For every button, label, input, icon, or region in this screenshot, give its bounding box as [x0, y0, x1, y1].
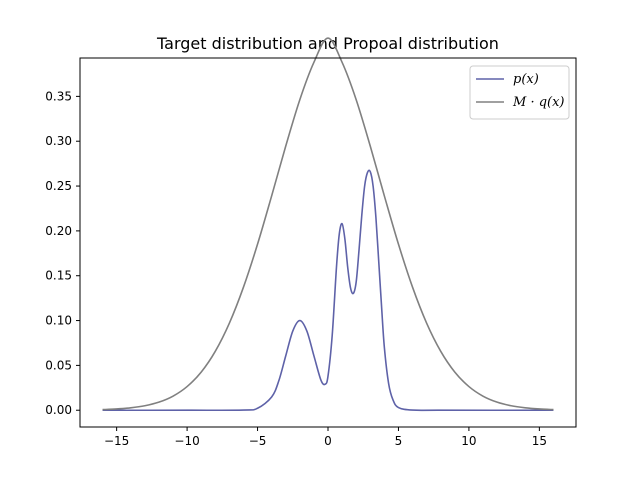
- x-tick-label: 0: [324, 434, 332, 448]
- y-tick-label: 0.30: [45, 134, 72, 148]
- y-tick-label: 0.15: [45, 269, 72, 283]
- y-tick-label: 0.05: [45, 358, 72, 372]
- chart-title: Target distribution and Propoal distribu…: [156, 34, 499, 53]
- legend-label: p(x): [513, 72, 539, 87]
- y-axis: 0.00 0.05 0.10 0.15 0.20 0.25 0.30 0.35: [45, 89, 80, 417]
- legend-label: M · q(x): [512, 95, 565, 110]
- x-tick-label: 15: [532, 434, 547, 448]
- y-tick-label: 0.20: [45, 224, 72, 238]
- series-layer: [102, 37, 554, 412]
- x-axis: −15 −10 −5 0 5 10 15: [104, 427, 547, 448]
- x-tick-label: 10: [461, 434, 476, 448]
- y-tick-label: 0.35: [45, 89, 72, 103]
- y-tick-label: 0.00: [45, 403, 72, 417]
- y-tick-label: 0.10: [45, 314, 72, 328]
- series-line-mq: [102, 37, 554, 411]
- legend: p(x) M · q(x): [469, 65, 570, 120]
- x-tick-label: −15: [104, 434, 129, 448]
- y-tick-label: 0.25: [45, 179, 72, 193]
- series-line-p: [102, 169, 554, 412]
- x-tick-label: −10: [174, 434, 199, 448]
- x-tick-label: −5: [249, 434, 267, 448]
- x-tick-label: 5: [395, 434, 403, 448]
